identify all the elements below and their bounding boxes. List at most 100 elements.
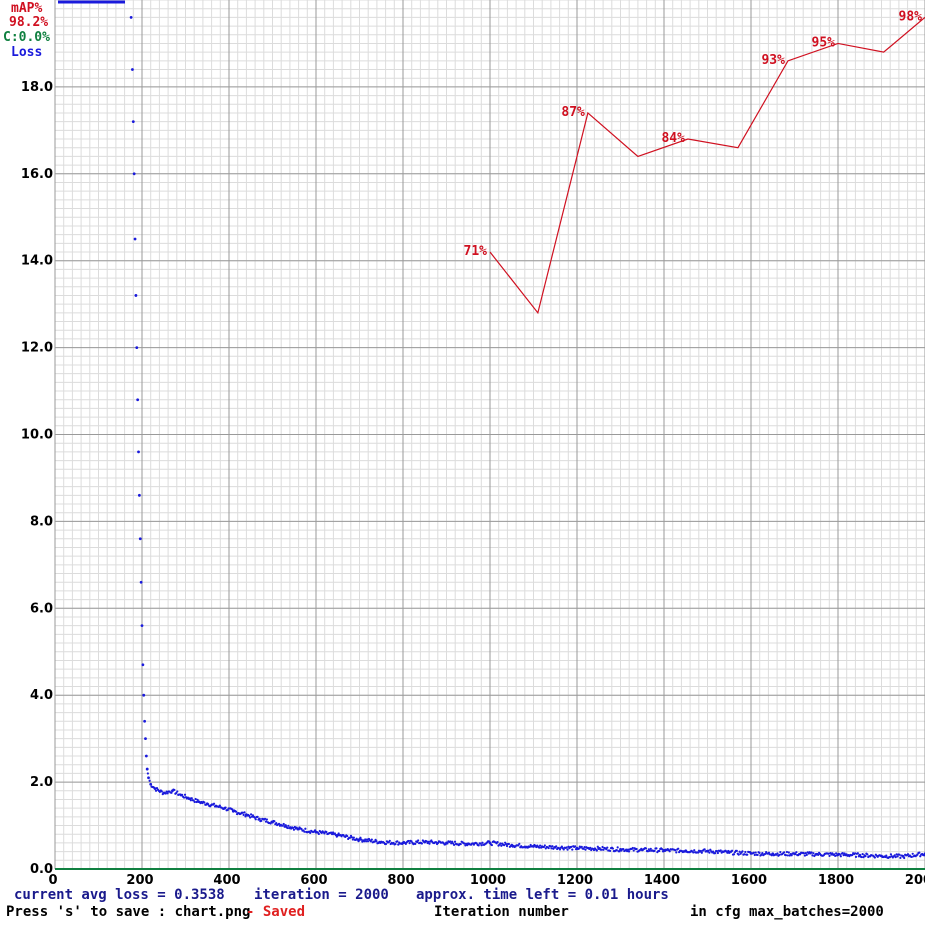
loss-point [369,840,372,843]
loss-point [407,839,410,843]
loss-point [499,842,502,845]
x-tick-label: 1200 [557,873,593,888]
loss-point [417,839,420,842]
loss-point [260,819,263,822]
loss-point [842,854,845,857]
loss-point [193,800,196,804]
loss-point [851,853,854,857]
loss-point [309,831,312,834]
loss-point [134,294,138,297]
loss-point [577,847,580,850]
loss-point [649,847,652,850]
x-tick-label: 1800 [818,873,854,888]
x-axis-label: Iteration number [434,904,569,920]
y-tick-label: 0.0 [30,862,53,877]
loss-point [490,843,493,847]
loss-point [425,840,428,843]
loss-point [203,801,206,804]
y-tick-label: 8.0 [30,514,53,529]
loss-point [784,854,788,857]
loss-point [295,826,298,829]
loss-point [181,793,184,796]
loss-point [153,787,157,791]
loss-point [337,832,340,835]
loss-point [803,854,807,857]
loss-point [528,845,531,849]
loss-point [434,841,438,844]
loss-point [154,789,158,792]
loss-point [707,849,710,852]
loss-point [291,826,295,829]
loss-point [351,838,354,841]
x-tick-label: 1000 [470,873,506,888]
loss-point [605,848,608,851]
loss-point [761,852,764,855]
legend: mAP% 98.2% C:0.0% Loss [3,0,125,60]
x-tick-label: 0 [48,873,57,888]
loss-point [565,846,568,849]
loss-point [778,853,781,856]
legend-conf-label: C:0.0% [3,30,50,45]
loss-point [132,172,136,176]
loss-point [834,854,837,857]
y-tick-label: 18.0 [21,80,53,95]
loss-point [606,846,609,849]
loss-point [133,237,137,241]
loss-point [866,853,869,856]
iteration-text: iteration = 2000 [254,887,389,903]
loss-point [758,851,761,854]
loss-point [436,841,440,845]
loss-point [828,854,831,858]
loss-point [446,842,449,845]
loss-point [396,840,399,843]
x-tick-label: 2000 [905,873,925,888]
loss-point [282,822,285,826]
loss-point [273,820,276,823]
loss-point [854,855,858,858]
loss-point [608,849,612,853]
loss-series [129,15,925,860]
loss-point [281,824,284,827]
loss-point [348,836,352,839]
loss-point [140,624,144,628]
loss-point [674,849,677,852]
loss-point [360,838,363,841]
loss-point [785,850,789,854]
loss-point [646,850,650,853]
loss-point [505,844,509,848]
loss-point [427,840,430,843]
loss-point [254,818,257,821]
loss-point [696,851,700,854]
loss-point [675,851,678,854]
saved-status-text: - Saved [246,904,306,920]
loss-point [414,842,417,845]
loss-point [277,822,281,825]
loss-point [658,849,661,853]
loss-point [428,842,431,845]
loss-point [811,854,814,857]
loss-point [615,849,618,852]
loss-point [611,847,615,850]
loss-point [746,853,749,856]
loss-point [919,855,922,858]
loss-point [449,840,452,843]
loss-point [760,853,763,856]
loss-point [144,737,147,741]
loss-point [539,844,542,847]
loss-point [359,836,362,839]
loss-point [477,844,480,847]
loss-point [363,840,366,843]
loss-point [737,853,740,856]
map-data-label: 93% [761,53,785,68]
loss-point [817,853,820,856]
loss-point [408,842,411,845]
loss-point [786,854,789,857]
loss-point [207,803,210,806]
loss-point [827,852,830,855]
loss-point [170,791,173,794]
loss-point [538,846,541,849]
loss-point [692,851,695,854]
loss-point [648,849,651,852]
map-data-label: 95% [812,35,836,50]
